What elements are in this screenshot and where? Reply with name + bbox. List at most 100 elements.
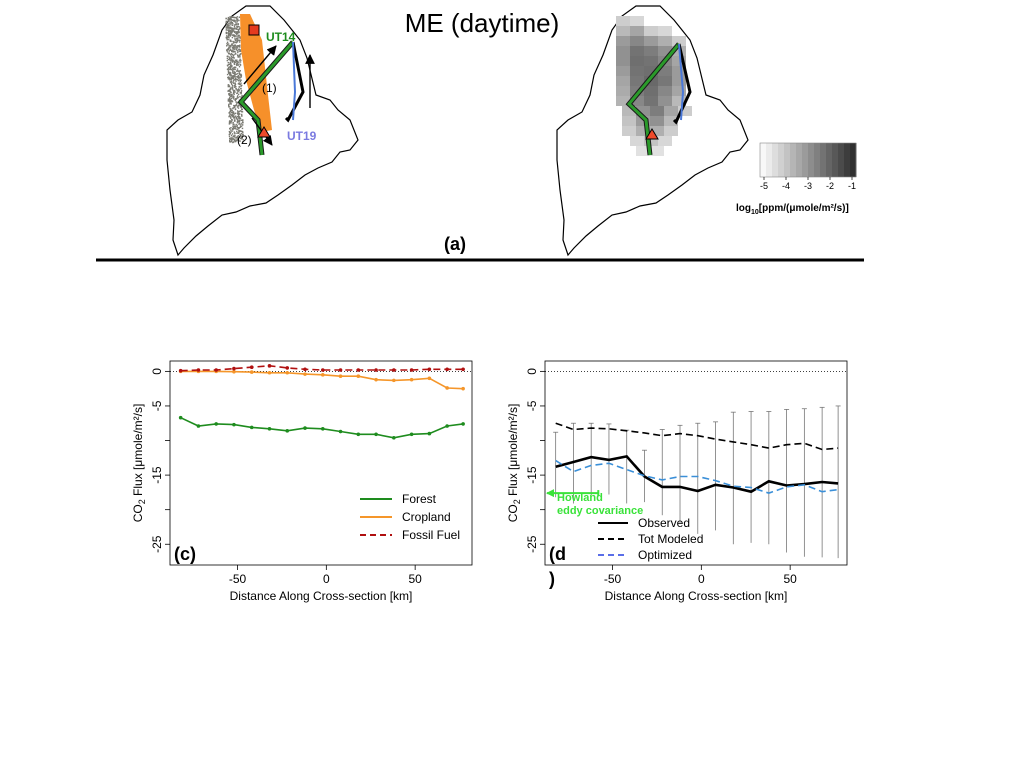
scatter-point [226, 49, 228, 52]
scatter-point [238, 90, 240, 92]
scatter-point [227, 98, 230, 100]
scatter-point [226, 45, 228, 47]
scatter-point [238, 89, 241, 91]
scatter-point [235, 118, 238, 120]
data-point [232, 422, 236, 427]
scatter-point [228, 56, 230, 58]
scatter-point [237, 23, 240, 25]
scatter-point [233, 106, 235, 109]
colorbar-tick-label: -3 [804, 181, 812, 191]
scatter-point [226, 73, 229, 76]
scatter-point [235, 48, 238, 50]
footprint-cell [650, 116, 664, 126]
scatter-point [230, 32, 232, 34]
x-axis-label: Distance Along Cross-section [km] [230, 589, 413, 603]
scatter-point [241, 121, 244, 124]
scatter-point [229, 132, 231, 135]
scatter-point [233, 141, 235, 143]
scatter-point [232, 67, 234, 70]
scatter-point [234, 135, 236, 137]
scatter-point [235, 60, 237, 62]
scatter-point [225, 20, 227, 23]
legend-label: Observed [638, 516, 690, 530]
scatter-point [229, 81, 232, 83]
scatter-point [232, 55, 235, 57]
scatter-point [233, 96, 235, 99]
scatter-point [230, 129, 232, 131]
scatter-point [228, 30, 230, 32]
panel-label: (c) [174, 544, 196, 564]
scatter-point [226, 42, 228, 45]
data-point [267, 364, 272, 368]
scatter-point [228, 28, 230, 30]
scatter-point [235, 128, 237, 130]
scatter-point [229, 137, 231, 140]
data-point [320, 368, 325, 372]
scatter-point [234, 28, 236, 30]
scatter-point [232, 35, 235, 37]
footprint-cell [630, 136, 644, 146]
scatter-point [232, 127, 234, 130]
scatter-point [233, 104, 235, 107]
panel-a-maps: UT14 UT19 (1) (2) -5 -4 -3 -2 -1 log10[ppm/(… [96, 5, 864, 262]
scatter-point [235, 19, 237, 22]
scatter-point [236, 124, 238, 127]
data-point [285, 366, 290, 370]
footprint-cell [616, 66, 630, 76]
scatter-point [238, 62, 240, 64]
scatter-point [238, 60, 241, 62]
scatter-point [239, 50, 242, 52]
scatter-point [229, 110, 232, 113]
scatter-point [230, 77, 233, 79]
scatter-point [230, 30, 232, 32]
scatter-point [230, 138, 232, 140]
scatter-point [231, 58, 233, 60]
scatter-point [226, 59, 228, 62]
scatter-point [239, 140, 241, 142]
data-point [267, 426, 272, 431]
scatter-point [234, 52, 237, 54]
scatter-point [240, 92, 242, 94]
triangle-marker-left [257, 126, 271, 138]
scatter-point [231, 49, 233, 52]
scatter-point [230, 82, 233, 85]
scatter-point [236, 46, 238, 48]
footprint-cell [616, 56, 630, 66]
scatter-point [241, 84, 243, 87]
scatter-point [230, 101, 232, 103]
scatter-point [226, 49, 228, 51]
scatter-point [232, 113, 234, 115]
scatter-point [227, 18, 230, 20]
colorbar-swatch [778, 143, 785, 177]
scatter-point [240, 82, 242, 84]
scatter-point [233, 71, 236, 73]
scatter-point [227, 55, 229, 58]
scatter-point [239, 133, 241, 136]
scatter-point [229, 103, 231, 105]
scatter-point [237, 45, 239, 47]
scatter-point [239, 80, 242, 83]
colorbar-tick-label: -4 [782, 181, 790, 191]
scatter-point [232, 40, 234, 43]
scatter-point [235, 37, 238, 40]
scatter-point [232, 47, 235, 49]
scatter-point [240, 90, 243, 92]
scatter-point [239, 58, 241, 60]
scatter-point [232, 141, 234, 144]
colorbar-swatch [838, 143, 845, 177]
scatter-point [240, 75, 242, 77]
scatter-point [234, 48, 236, 51]
label-arrow-2: (2) [237, 133, 252, 147]
scatter-point [235, 88, 237, 90]
y-axis-label: CO2 Flux [μmole/m²/s] [131, 404, 147, 523]
scatter-point [237, 25, 239, 28]
scatter-point [235, 16, 237, 19]
scatter-point [232, 29, 235, 31]
scatter-point [237, 110, 239, 112]
footprint-cell [658, 46, 672, 56]
scatter-point [237, 120, 239, 122]
legend-label: Optimized [638, 548, 692, 562]
scatter-point [234, 20, 236, 22]
scatter-point [227, 85, 229, 88]
series-line-tot-modeled [555, 422, 839, 451]
